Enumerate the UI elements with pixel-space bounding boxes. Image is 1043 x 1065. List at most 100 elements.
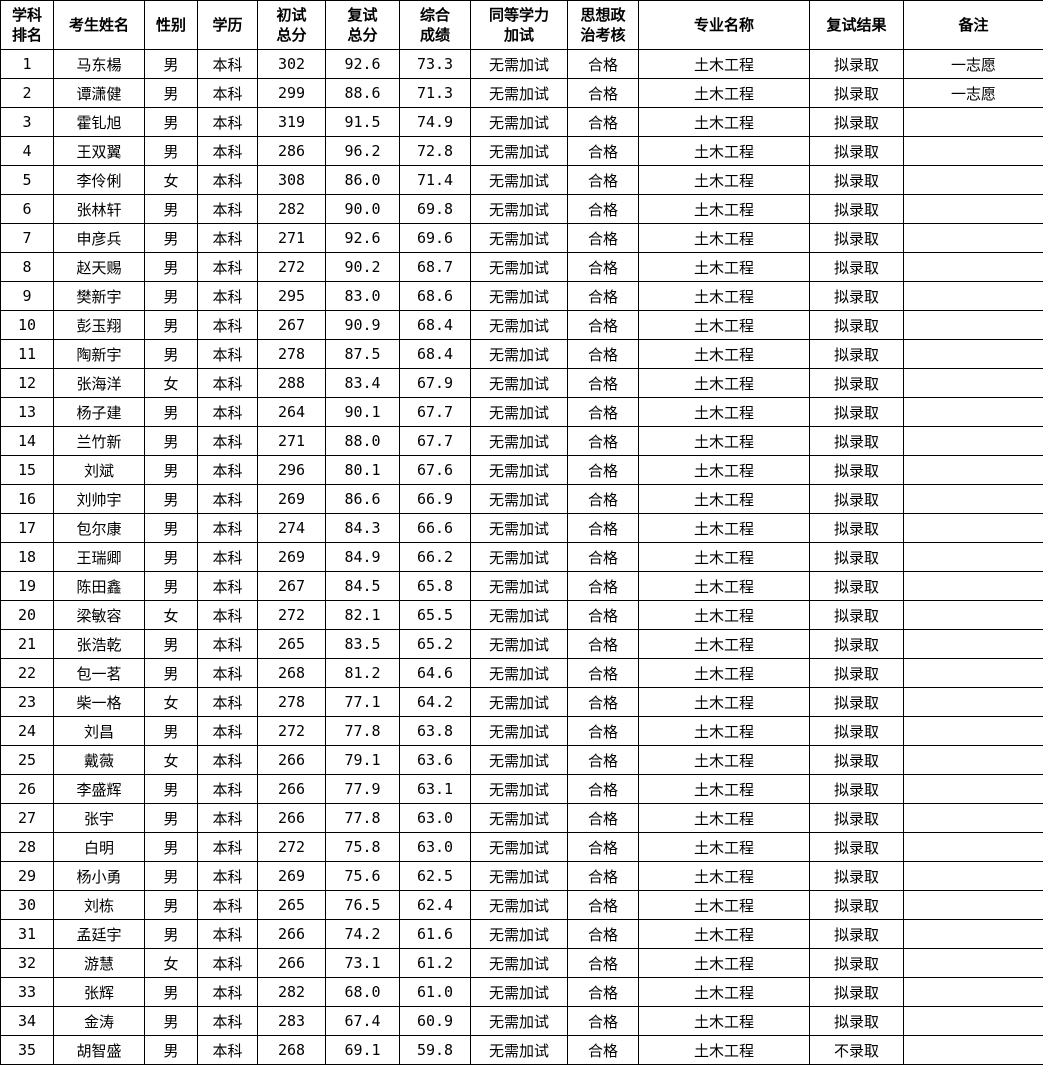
cell-gender: 男 bbox=[145, 50, 198, 79]
cell-gender: 女 bbox=[145, 746, 198, 775]
cell-comprehensive: 67.7 bbox=[400, 427, 471, 456]
cell-major: 土木工程 bbox=[639, 717, 810, 746]
cell-name: 陈田鑫 bbox=[54, 572, 145, 601]
cell-major: 土木工程 bbox=[639, 485, 810, 514]
cell-name: 兰竹新 bbox=[54, 427, 145, 456]
cell-result: 拟录取 bbox=[810, 311, 904, 340]
cell-rank: 20 bbox=[1, 601, 54, 630]
cell-remark bbox=[904, 340, 1043, 369]
cell-retest: 90.1 bbox=[326, 398, 400, 427]
cell-major: 土木工程 bbox=[639, 108, 810, 137]
cell-retest: 86.6 bbox=[326, 485, 400, 514]
cell-gender: 男 bbox=[145, 1036, 198, 1065]
cell-political: 合格 bbox=[568, 340, 639, 369]
cell-initial: 278 bbox=[258, 340, 326, 369]
cell-retest: 77.8 bbox=[326, 717, 400, 746]
cell-addtest: 无需加试 bbox=[471, 311, 568, 340]
cell-gender: 男 bbox=[145, 340, 198, 369]
cell-remark bbox=[904, 949, 1043, 978]
cell-comprehensive: 62.5 bbox=[400, 862, 471, 891]
cell-result: 拟录取 bbox=[810, 920, 904, 949]
cell-result: 拟录取 bbox=[810, 862, 904, 891]
cell-remark bbox=[904, 456, 1043, 485]
column-header-remark: 备注 bbox=[904, 1, 1043, 50]
cell-addtest: 无需加试 bbox=[471, 630, 568, 659]
cell-political: 合格 bbox=[568, 949, 639, 978]
cell-comprehensive: 68.4 bbox=[400, 340, 471, 369]
cell-political: 合格 bbox=[568, 659, 639, 688]
cell-major: 土木工程 bbox=[639, 79, 810, 108]
cell-addtest: 无需加试 bbox=[471, 137, 568, 166]
cell-political: 合格 bbox=[568, 195, 639, 224]
cell-initial: 264 bbox=[258, 398, 326, 427]
column-header-comprehensive: 综合 成绩 bbox=[400, 1, 471, 50]
cell-initial: 268 bbox=[258, 659, 326, 688]
cell-remark bbox=[904, 601, 1043, 630]
cell-political: 合格 bbox=[568, 920, 639, 949]
cell-remark bbox=[904, 195, 1043, 224]
cell-addtest: 无需加试 bbox=[471, 1036, 568, 1065]
cell-comprehensive: 69.8 bbox=[400, 195, 471, 224]
cell-remark bbox=[904, 862, 1043, 891]
cell-result: 拟录取 bbox=[810, 891, 904, 920]
cell-remark bbox=[904, 833, 1043, 862]
cell-gender: 男 bbox=[145, 456, 198, 485]
cell-gender: 男 bbox=[145, 311, 198, 340]
cell-remark bbox=[904, 659, 1043, 688]
cell-education: 本科 bbox=[198, 949, 258, 978]
cell-political: 合格 bbox=[568, 775, 639, 804]
cell-addtest: 无需加试 bbox=[471, 456, 568, 485]
cell-result: 拟录取 bbox=[810, 978, 904, 1007]
cell-education: 本科 bbox=[198, 137, 258, 166]
cell-result: 拟录取 bbox=[810, 514, 904, 543]
cell-addtest: 无需加试 bbox=[471, 253, 568, 282]
cell-rank: 7 bbox=[1, 224, 54, 253]
cell-retest: 90.2 bbox=[326, 253, 400, 282]
cell-major: 土木工程 bbox=[639, 253, 810, 282]
cell-retest: 91.5 bbox=[326, 108, 400, 137]
cell-name: 申彦兵 bbox=[54, 224, 145, 253]
cell-education: 本科 bbox=[198, 920, 258, 949]
cell-result: 拟录取 bbox=[810, 340, 904, 369]
cell-major: 土木工程 bbox=[639, 427, 810, 456]
cell-rank: 11 bbox=[1, 340, 54, 369]
cell-education: 本科 bbox=[198, 717, 258, 746]
cell-name: 包一茗 bbox=[54, 659, 145, 688]
cell-result: 拟录取 bbox=[810, 195, 904, 224]
cell-addtest: 无需加试 bbox=[471, 688, 568, 717]
cell-gender: 男 bbox=[145, 79, 198, 108]
cell-political: 合格 bbox=[568, 282, 639, 311]
cell-education: 本科 bbox=[198, 978, 258, 1007]
cell-result: 拟录取 bbox=[810, 398, 904, 427]
cell-comprehensive: 63.6 bbox=[400, 746, 471, 775]
cell-major: 土木工程 bbox=[639, 543, 810, 572]
cell-comprehensive: 62.4 bbox=[400, 891, 471, 920]
cell-education: 本科 bbox=[198, 804, 258, 833]
cell-major: 土木工程 bbox=[639, 688, 810, 717]
cell-gender: 男 bbox=[145, 108, 198, 137]
cell-education: 本科 bbox=[198, 891, 258, 920]
cell-education: 本科 bbox=[198, 108, 258, 137]
cell-name: 张林轩 bbox=[54, 195, 145, 224]
cell-gender: 男 bbox=[145, 253, 198, 282]
cell-political: 合格 bbox=[568, 79, 639, 108]
cell-initial: 271 bbox=[258, 224, 326, 253]
cell-retest: 82.1 bbox=[326, 601, 400, 630]
cell-education: 本科 bbox=[198, 79, 258, 108]
cell-education: 本科 bbox=[198, 485, 258, 514]
cell-major: 土木工程 bbox=[639, 978, 810, 1007]
cell-comprehensive: 64.6 bbox=[400, 659, 471, 688]
cell-major: 土木工程 bbox=[639, 891, 810, 920]
cell-retest: 74.2 bbox=[326, 920, 400, 949]
cell-result: 拟录取 bbox=[810, 485, 904, 514]
cell-retest: 81.2 bbox=[326, 659, 400, 688]
cell-retest: 83.0 bbox=[326, 282, 400, 311]
cell-political: 合格 bbox=[568, 108, 639, 137]
